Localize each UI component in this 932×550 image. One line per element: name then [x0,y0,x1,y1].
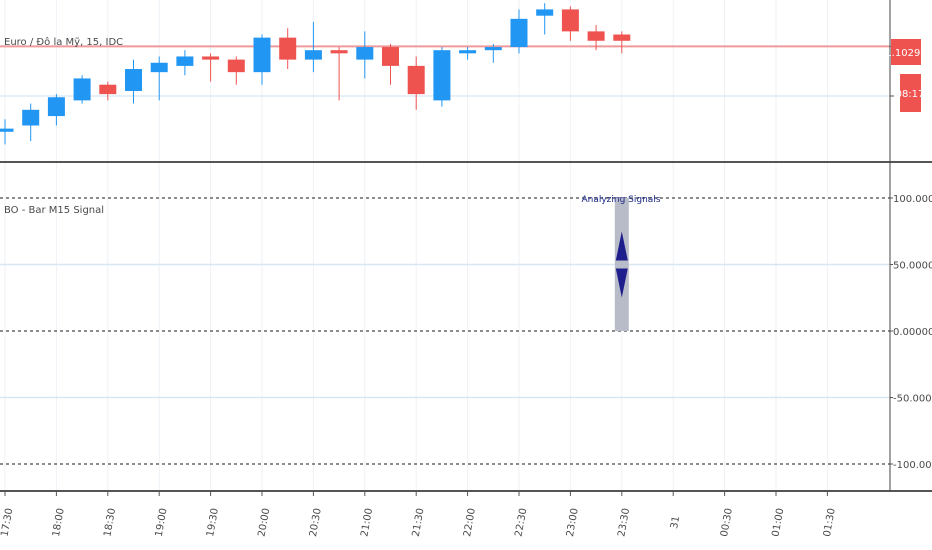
time-tick-label: 31 [669,515,682,529]
price-badge: 1.10292 [885,39,927,65]
time-axis: 17:30 18:00 18:30 19:00 19:30 20:00 20:30 21:00… [0,491,838,538]
indicator-title: BO - Bar M15 Signal [4,205,104,216]
candle [330,47,348,101]
time-tick-label: 19:30 [205,507,221,537]
candle [22,103,40,142]
indicator-level-label: 50.00000 [893,261,932,272]
candle [0,119,14,145]
candle [304,21,322,73]
indicator-level-label: -50.00000 [893,394,932,405]
candle [73,75,91,104]
candle [459,47,477,60]
pane-separators [0,0,932,492]
indicator-level-label: -100.00000 [893,460,932,471]
candle-body [484,47,502,51]
countdown-badge-bg [900,74,921,112]
indicator-levels [0,197,890,465]
arrow-down-icon [615,268,628,298]
time-tick-label: 20:00 [257,507,273,537]
time-tick-label: 23:30 [616,507,632,537]
time-tick-label: 01:00 [771,507,787,537]
candle [587,25,605,51]
price-badge-bg [891,39,921,65]
candle-body [47,97,65,117]
time-tick-label: 01:30 [822,507,838,537]
candle-body [99,84,117,95]
candle [407,56,425,110]
candle-body [150,62,168,73]
arrow-up-icon [615,231,628,261]
time-tick-label: 23:00 [565,507,581,537]
candle-body [227,59,245,73]
countdown-badge: 08:17 [896,74,925,112]
candle-body [304,50,322,60]
candle-body [279,37,297,60]
time-tick-label: 18:00 [51,507,67,537]
candle [484,43,502,63]
candle-body [510,18,528,48]
candle-body [587,31,605,41]
candle-body [253,37,271,73]
candle [613,31,631,54]
countdown-badge-text: 08:17 [896,89,925,100]
candle-body [356,47,374,60]
candle [227,56,245,85]
candle-body [330,50,348,54]
candle [433,47,451,107]
candle [510,9,528,54]
candle [356,31,374,79]
candle-body [459,50,477,54]
candle [561,6,579,41]
candle-body [0,128,14,132]
candle [536,3,554,35]
candle-body [125,69,142,91]
time-tick-label: 00:30 [719,507,735,537]
candle [202,53,220,82]
candle-body [382,47,399,66]
signal-annotation: Analyzing Signals [581,195,660,205]
candle [382,43,399,85]
candlestick-series [0,3,631,145]
candle-body [613,34,631,41]
candle [99,81,117,101]
time-tick-label: 22:00 [462,507,478,537]
time-tick-label: 19:00 [154,507,170,537]
time-tick-label: 22:30 [514,507,530,537]
candle-body [73,78,91,101]
indicator-level-label: 100.00000 [893,194,932,205]
candle [47,94,65,126]
time-tick-label: 18:30 [102,507,118,537]
signal-bar-rect [614,198,629,331]
time-tick-label: 21:30 [411,507,427,537]
signal-layer [614,198,629,331]
price-badge-text: 1.10292 [885,48,926,59]
indicator-level-label: 0.00000 [893,327,932,338]
candle-body [561,9,579,32]
candle [253,34,271,85]
time-tick-label: 17:30 [0,507,15,537]
signal-bar [614,198,629,331]
candle [176,50,194,76]
candle [125,59,142,104]
symbol-label: Euro / Đô la Mỹ, 15, IDC [4,36,123,48]
candle-body [433,50,451,101]
candle [150,56,168,101]
candle-body [202,56,220,60]
time-tick-label: 21:00 [359,507,375,537]
candle-body [407,65,425,95]
candle-body [22,109,40,126]
candle-body [176,56,194,66]
candle [279,28,297,70]
time-tick-label: 20:30 [308,507,324,537]
candle-body [536,9,554,16]
